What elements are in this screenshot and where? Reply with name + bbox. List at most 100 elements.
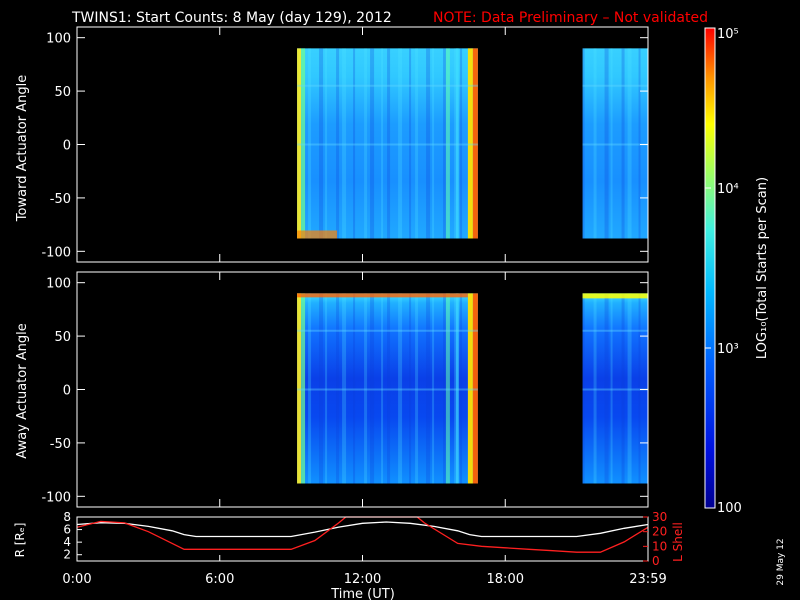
x-axis-label: Time (UT)	[330, 587, 395, 600]
streak-bright	[455, 293, 459, 484]
data-streak	[621, 293, 625, 484]
colorbar-label: LOG₁₀(Total Starts per Scan)	[755, 177, 770, 359]
data-streak	[460, 293, 463, 484]
data-streak	[381, 293, 384, 484]
data-streak	[353, 293, 356, 484]
lshell-line	[76, 516, 649, 553]
colorbar-tick-label: 10⁴	[717, 182, 739, 197]
colorbar-tick-label: 10⁵	[717, 27, 739, 42]
edge-start-inner	[301, 48, 306, 239]
data-streak	[582, 48, 585, 239]
data-streak	[415, 48, 419, 239]
bottom-edge-hot	[297, 230, 338, 239]
edge-end-outer	[472, 293, 478, 484]
top-edge-hot	[582, 293, 648, 299]
data-streak	[604, 48, 609, 239]
data-streak	[604, 293, 609, 484]
y-tick-label-left: 8	[63, 510, 71, 524]
top-edge-hot	[297, 293, 468, 298]
y-tick-label: 0	[63, 139, 71, 154]
data-streak	[398, 48, 403, 239]
data-streak	[308, 48, 312, 239]
data-streak	[409, 293, 412, 484]
bottom-ylabel-right: L Shell	[671, 522, 685, 562]
y-tick-label: 0	[63, 384, 71, 399]
colorbar: 10⁵ 10⁴ 10³ 100	[704, 27, 742, 516]
data-streak	[342, 48, 347, 239]
data-streak	[409, 48, 412, 239]
y-tick-label: 100	[46, 32, 71, 47]
colorbar-tick-label: 100	[717, 501, 742, 516]
toward-angle-panel: 100 50 0 -50 -100	[41, 26, 649, 263]
streak-bright	[445, 293, 450, 484]
y-tick-label-left: 4	[63, 535, 71, 549]
data-streak	[387, 293, 391, 484]
data-streak	[370, 48, 375, 239]
x-tick-label: 6:00	[205, 572, 234, 587]
chart-title: TWINS1: Start Counts: 8 May (day 129), 2…	[71, 10, 392, 26]
edge-start	[297, 48, 302, 239]
data-streak	[364, 293, 368, 484]
data-streak	[342, 293, 347, 484]
angle-band	[582, 84, 648, 87]
y-tick-label: 50	[54, 330, 71, 345]
data-streak	[443, 293, 447, 484]
angle-band	[297, 329, 478, 332]
data-streak	[308, 293, 312, 484]
y-tick-label-right: 20	[652, 525, 667, 539]
edge-start-inner	[301, 293, 306, 484]
data-streak	[336, 293, 340, 484]
data-streak	[627, 293, 632, 484]
data-streak	[426, 48, 431, 239]
edge-start	[297, 293, 302, 484]
y-tick-label: -50	[50, 437, 71, 452]
data-block-2	[582, 48, 648, 239]
r-line	[76, 521, 649, 538]
y-tick-label-right: 30	[652, 510, 667, 524]
edge-end	[467, 48, 473, 239]
top-ylabel: Toward Actuator Angle	[15, 75, 30, 222]
y-tick-label: -50	[50, 192, 71, 207]
angle-band	[297, 388, 478, 391]
data-streak	[460, 48, 463, 239]
data-streak	[432, 48, 435, 239]
colorbar-tick-label: 10³	[717, 342, 739, 357]
data-streak	[593, 293, 597, 484]
preliminary-note: NOTE: Data Preliminary – Not validated	[433, 10, 708, 26]
data-streak	[387, 48, 391, 239]
data-streak	[364, 48, 368, 239]
colorbar-gradient	[704, 27, 716, 509]
angle-band	[582, 388, 648, 391]
streak-bright	[445, 48, 450, 239]
data-streak	[370, 293, 375, 484]
away-angle-panel: 100 50 0 -50 -100	[41, 271, 649, 508]
y-tick-label: 50	[54, 85, 71, 100]
angle-band	[582, 143, 648, 146]
data-streak	[381, 48, 384, 239]
data-streak	[319, 48, 324, 239]
data-streak	[432, 293, 435, 484]
angle-band	[582, 329, 648, 332]
data-streak	[398, 293, 403, 484]
streak-bright	[455, 48, 459, 239]
y-tick-label-left: 2	[63, 548, 71, 562]
mid-ylabel: Away Actuator Angle	[15, 323, 30, 458]
angle-band	[297, 143, 478, 146]
data-streak	[319, 293, 324, 484]
data-streak	[325, 48, 328, 239]
bottom-ylabel-left: R [Rₑ]	[13, 523, 27, 558]
edge-end	[467, 293, 473, 484]
angle-band	[297, 84, 478, 87]
y-tick-label: -100	[41, 245, 71, 260]
x-tick-label: 12:00	[344, 572, 381, 587]
data-block-2	[582, 293, 648, 484]
y-tick-label-right: 10	[652, 539, 667, 553]
date-stamp: 29 May 12	[776, 538, 786, 585]
x-tick-label: 23:59	[629, 572, 666, 587]
y-tick-label: -100	[41, 490, 71, 505]
data-streak	[426, 293, 431, 484]
data-streak	[627, 48, 632, 239]
orbit-background	[77, 517, 648, 561]
x-tick-label: 18:00	[487, 572, 524, 587]
